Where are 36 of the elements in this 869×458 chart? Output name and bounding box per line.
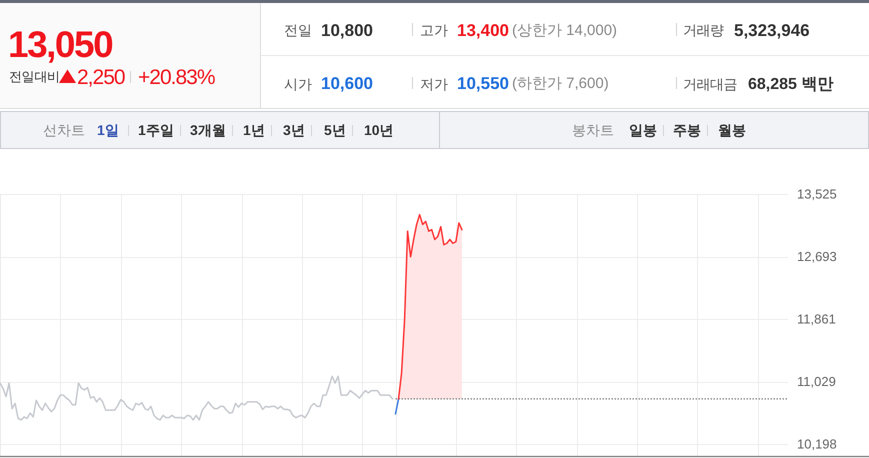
text: 주봉 <box>673 122 701 138</box>
text: 10,800 <box>321 21 373 40</box>
text: 10,600 <box>321 74 373 93</box>
text: 저가 <box>420 76 448 92</box>
text: 2,250 <box>77 66 125 89</box>
text: 거래대금 <box>683 76 737 92</box>
text: 10,550 <box>457 74 509 93</box>
y-tick-label: 12,693 <box>797 249 837 264</box>
line-series <box>0 376 394 421</box>
text: 거래량 <box>683 22 724 38</box>
text: 3년 <box>283 122 305 138</box>
text: 일봉 <box>629 122 657 138</box>
text: 3개월 <box>190 122 226 138</box>
text: +20.83% <box>138 66 215 89</box>
y-tick-label: 11,029 <box>797 374 836 390</box>
text: 1일 <box>97 122 119 138</box>
text: 봉차트 <box>572 122 614 138</box>
text: (하한가 7,600) <box>512 75 609 92</box>
y-tick-label: 10,198 <box>797 436 837 452</box>
text: 68,285 백만 <box>748 76 834 93</box>
text: 월봉 <box>718 122 746 138</box>
text: (상한가 14,000) <box>512 22 618 39</box>
text: 13,400 <box>457 21 509 40</box>
text: 5년 <box>324 122 346 138</box>
text: 고가 <box>420 22 448 38</box>
y-tick-label: 13,525 <box>797 186 837 202</box>
text: 1주일 <box>138 122 174 138</box>
text: 1년 <box>243 122 265 138</box>
text: 10년 <box>364 122 394 138</box>
text: 전일대비 <box>9 69 60 84</box>
text: 선차트 <box>43 122 85 138</box>
text: 5,323,946 <box>734 21 810 40</box>
text: 시가 <box>284 76 312 92</box>
text: 전일 <box>284 22 312 38</box>
text: 13,050 <box>8 24 114 65</box>
y-tick-label: 11,861 <box>797 312 836 327</box>
